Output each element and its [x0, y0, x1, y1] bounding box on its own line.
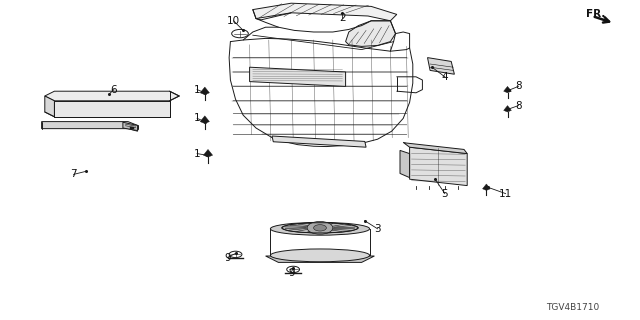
Polygon shape	[123, 122, 138, 131]
Polygon shape	[400, 150, 410, 178]
Polygon shape	[253, 3, 397, 21]
Polygon shape	[272, 136, 366, 147]
Text: FR.: FR.	[586, 9, 605, 20]
Polygon shape	[428, 58, 454, 74]
Text: 8: 8	[515, 81, 522, 92]
Text: 1: 1	[194, 148, 200, 159]
Ellipse shape	[270, 222, 370, 235]
Polygon shape	[200, 116, 209, 124]
Polygon shape	[504, 86, 511, 93]
Text: 2: 2	[339, 12, 346, 23]
Polygon shape	[410, 147, 467, 186]
Text: 8: 8	[515, 100, 522, 111]
Ellipse shape	[270, 249, 370, 262]
Polygon shape	[483, 184, 490, 190]
Circle shape	[287, 266, 300, 273]
Ellipse shape	[282, 223, 358, 233]
Circle shape	[307, 221, 333, 234]
Circle shape	[232, 29, 248, 38]
Text: 11: 11	[499, 188, 512, 199]
Text: 9: 9	[224, 252, 230, 263]
Bar	[130, 127, 134, 129]
Polygon shape	[250, 67, 346, 86]
Text: 4: 4	[442, 72, 448, 82]
Circle shape	[229, 251, 242, 258]
Text: TGV4B1710: TGV4B1710	[546, 303, 600, 312]
Text: 10: 10	[227, 16, 240, 26]
Polygon shape	[266, 256, 374, 262]
Polygon shape	[346, 21, 396, 46]
Polygon shape	[200, 87, 209, 95]
Text: 6: 6	[111, 84, 117, 95]
Text: 3: 3	[374, 224, 381, 234]
Polygon shape	[45, 91, 179, 101]
Text: 5: 5	[442, 188, 448, 199]
Polygon shape	[42, 122, 138, 131]
Polygon shape	[204, 149, 212, 157]
Polygon shape	[403, 142, 467, 154]
Polygon shape	[54, 101, 170, 117]
Polygon shape	[504, 106, 511, 112]
Text: 1: 1	[194, 84, 200, 95]
Text: 9: 9	[288, 268, 294, 278]
Text: 7: 7	[70, 169, 77, 180]
Circle shape	[314, 225, 326, 231]
Text: 1: 1	[194, 113, 200, 124]
Polygon shape	[45, 96, 54, 117]
